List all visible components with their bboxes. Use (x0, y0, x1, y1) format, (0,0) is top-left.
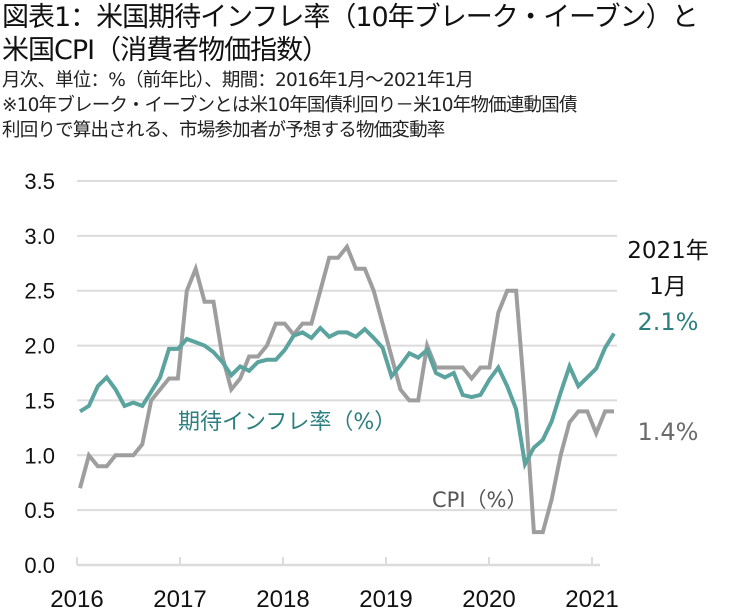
y-tick-label: 2.0 (24, 334, 55, 359)
chart-title-line1: 図表1：米国期待インフレ率（10年ブレーク・イーブン）と (2, 2, 699, 33)
chart-title-line2: 米国CPI（消費者物価指数） (2, 35, 329, 66)
chart-subtitle: 月次、単位：%（前年比）、期間：2016年1月～2021年1月 (2, 70, 474, 91)
series-line-cpi (78, 242, 614, 535)
x-tick-label: 2016 (50, 586, 103, 613)
x-tick-label: 2018 (256, 586, 309, 613)
cpi-series-label: CPI（%） (432, 488, 527, 512)
chart-note-line2: 利回りで算出される、市場参加者が予想する物価変動率 (2, 120, 445, 141)
series-line-breakeven (78, 325, 616, 471)
latest-date-year-label: 2021年 (627, 238, 709, 264)
x-tick-label: 2021 (565, 586, 618, 613)
breakeven-series-label: 期待インフレ率（%） (178, 410, 396, 435)
y-tick-label: 3.5 (24, 169, 55, 194)
latest-breakeven-value: 2.1% (638, 308, 699, 336)
y-tick-label: 3.0 (24, 224, 55, 249)
gridlines (77, 180, 617, 512)
x-tick-label: 2020 (462, 586, 515, 613)
x-tick-label: 2019 (359, 586, 412, 613)
y-tick-label: 0.5 (24, 498, 55, 523)
y-tick-label: 2.5 (24, 279, 55, 304)
x-tick-label: 2017 (153, 586, 206, 613)
y-tick-label: 0.0 (24, 553, 55, 578)
chart-note-line1: ※10年ブレーク・イーブンとは米10年国債利回り－米10年物価連動国債 (2, 95, 577, 116)
y-axis-ticks: 0.0 0.5 1.0 1.5 2.0 2.5 3.0 3.5 (24, 169, 55, 578)
latest-date-month-label: 1月 (649, 274, 687, 300)
latest-cpi-value: 1.4% (638, 418, 699, 446)
x-axis: 2016 2017 2018 2019 2020 2021 (50, 557, 619, 613)
series-lines (78, 242, 616, 535)
chart-annotations: 2021年 1月 2.1% 1.4% 期待インフレ率（%） CPI（%） (178, 238, 709, 512)
y-tick-label: 1.0 (24, 443, 55, 468)
y-tick-label: 1.5 (24, 388, 55, 413)
